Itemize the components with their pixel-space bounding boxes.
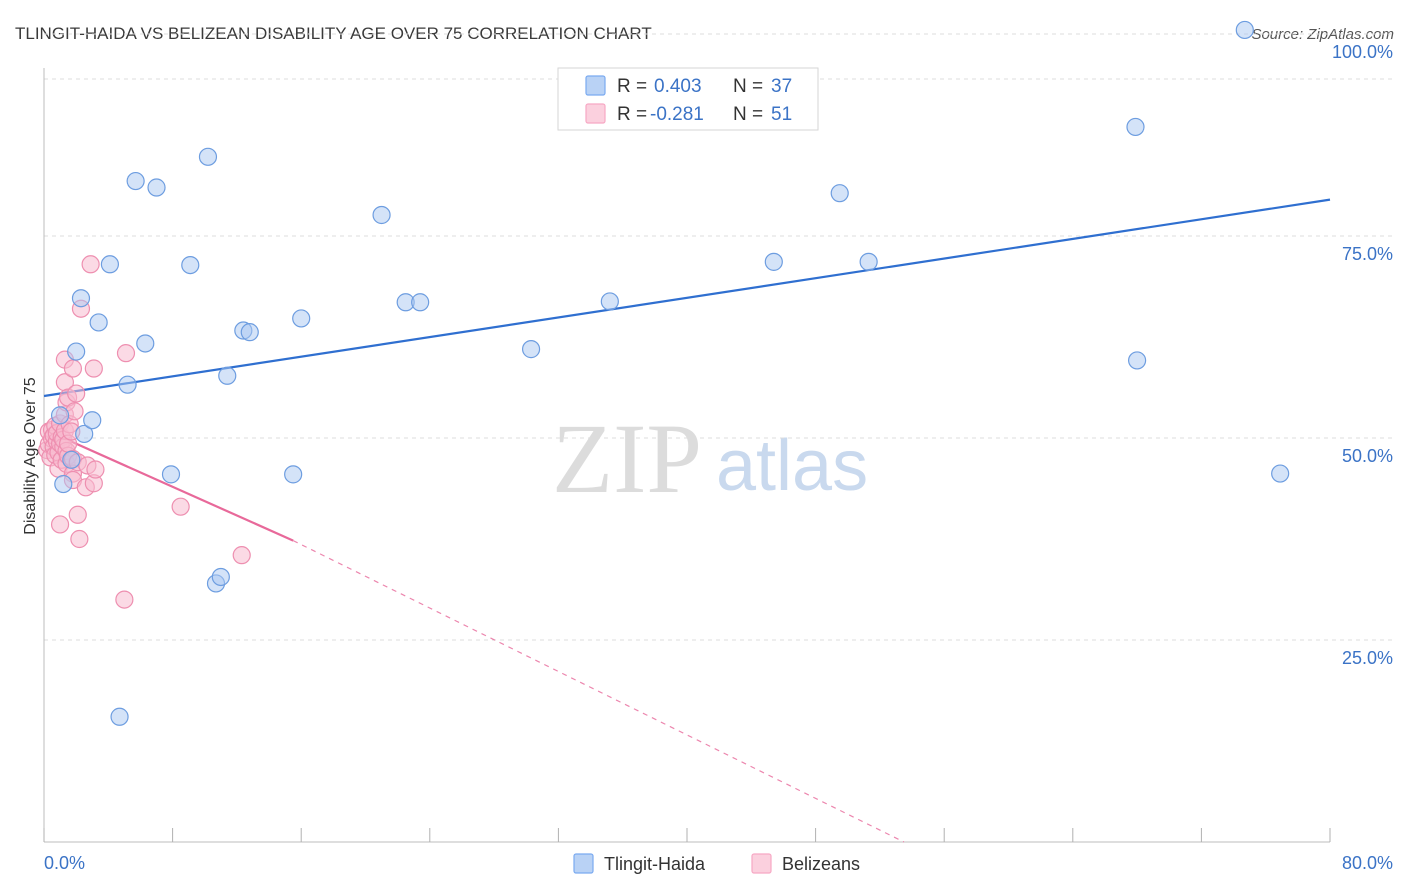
point-tlingit-haida <box>1126 117 1145 137</box>
point-tlingit-haida <box>75 424 94 444</box>
trend-line-belizeans <box>48 430 294 542</box>
point-tlingit-haida <box>859 252 878 271</box>
point-tlingit-haida <box>126 171 145 191</box>
x-axis-ticks <box>43 828 1331 842</box>
y-tick-label: 25.0% <box>1342 648 1393 668</box>
point-tlingit-haida <box>218 366 237 385</box>
y-axis-label: Disability Age Over 75 <box>22 377 39 535</box>
point-tlingit-haida <box>110 707 129 726</box>
series-legend: Tlingit-Haida Belizeans <box>573 853 860 874</box>
x-tick-label-min: 0.0% <box>44 853 85 873</box>
stats-legend-swatch-blue <box>585 75 606 96</box>
trend-lines <box>43 198 1331 843</box>
point-tlingit-haida <box>1235 20 1254 40</box>
point-belizeans <box>63 359 83 378</box>
point-tlingit-haida <box>71 289 91 308</box>
y-tick-label: 50.0% <box>1342 446 1393 466</box>
series-legend-label-tlingit-haida: Tlingit-Haida <box>604 854 706 874</box>
y-axis-tick-labels: 25.0% 50.0% 75.0% 100.0% <box>1332 42 1393 668</box>
point-tlingit-haida <box>1271 464 1290 483</box>
point-belizeans <box>68 505 87 524</box>
point-tlingit-haida <box>198 147 218 166</box>
point-tlingit-haida <box>62 450 81 469</box>
point-tlingit-haida <box>161 465 181 484</box>
point-belizeans <box>67 384 86 403</box>
point-belizeans <box>86 460 105 479</box>
point-belizeans <box>171 497 190 516</box>
stats-legend: R = 0.403 N = 37 R = -0.281 N = 51 <box>557 67 819 131</box>
point-tlingit-haida <box>83 411 102 430</box>
point-tlingit-haida <box>600 292 619 311</box>
point-tlingit-haida <box>100 255 120 274</box>
point-tlingit-haida <box>372 205 391 225</box>
point-tlingit-haida <box>136 334 155 353</box>
series-legend-label-belizeans: Belizeans <box>782 854 860 874</box>
point-belizeans <box>116 344 136 363</box>
point-tlingit-haida <box>89 313 108 332</box>
stats-legend-r-value-pink: -0.281 <box>650 104 704 125</box>
point-tlingit-haida <box>211 567 230 587</box>
stats-legend-n-value-blue: 37 <box>771 76 792 97</box>
point-tlingit-haida <box>411 293 430 312</box>
point-tlingit-haida <box>764 252 783 271</box>
point-belizeans <box>70 529 89 549</box>
series-legend-swatch-belizeans <box>751 853 772 874</box>
stats-legend-r-label-blue: R = <box>617 76 647 97</box>
stats-legend-r-value-blue: 0.403 <box>654 76 702 97</box>
point-belizeans <box>232 546 251 565</box>
point-tlingit-haida <box>830 184 849 203</box>
stats-legend-n-label-pink: N = <box>733 104 763 125</box>
trend-line-tlingit-haida <box>43 198 1331 398</box>
y-tick-label: 100.0% <box>1332 42 1393 62</box>
watermark-atlas: atlas <box>716 426 868 506</box>
y-tick-label: 75.0% <box>1342 244 1393 264</box>
point-tlingit-haida <box>240 323 259 342</box>
point-tlingit-haida <box>50 406 70 425</box>
source-label: Source: ZipAtlas.com <box>1251 26 1394 43</box>
point-belizeans <box>115 590 134 609</box>
point-tlingit-haida <box>1127 351 1147 370</box>
point-tlingit-haida <box>284 465 303 484</box>
point-tlingit-haida <box>147 178 166 197</box>
watermark-zip: ZIP <box>552 403 702 514</box>
stats-legend-swatch-pink <box>585 103 606 124</box>
point-tlingit-haida <box>521 340 541 359</box>
x-tick-label-max: 80.0% <box>1342 853 1393 873</box>
series-legend-swatch-tlingit-haida <box>573 853 594 874</box>
stats-legend-n-label-blue: N = <box>733 76 763 97</box>
trend-line-belizeans-extension <box>292 540 905 843</box>
stats-legend-n-value-pink: 51 <box>771 104 792 125</box>
point-tlingit-haida <box>292 309 311 328</box>
point-belizeans <box>50 515 70 534</box>
point-tlingit-haida <box>181 255 200 275</box>
point-belizeans <box>81 255 100 274</box>
scatter-points <box>38 20 1290 726</box>
point-belizeans <box>84 359 103 378</box>
point-tlingit-haida <box>54 474 73 494</box>
stats-legend-r-label-pink: R = <box>617 104 647 125</box>
point-tlingit-haida <box>118 375 137 394</box>
point-tlingit-haida <box>67 342 86 361</box>
